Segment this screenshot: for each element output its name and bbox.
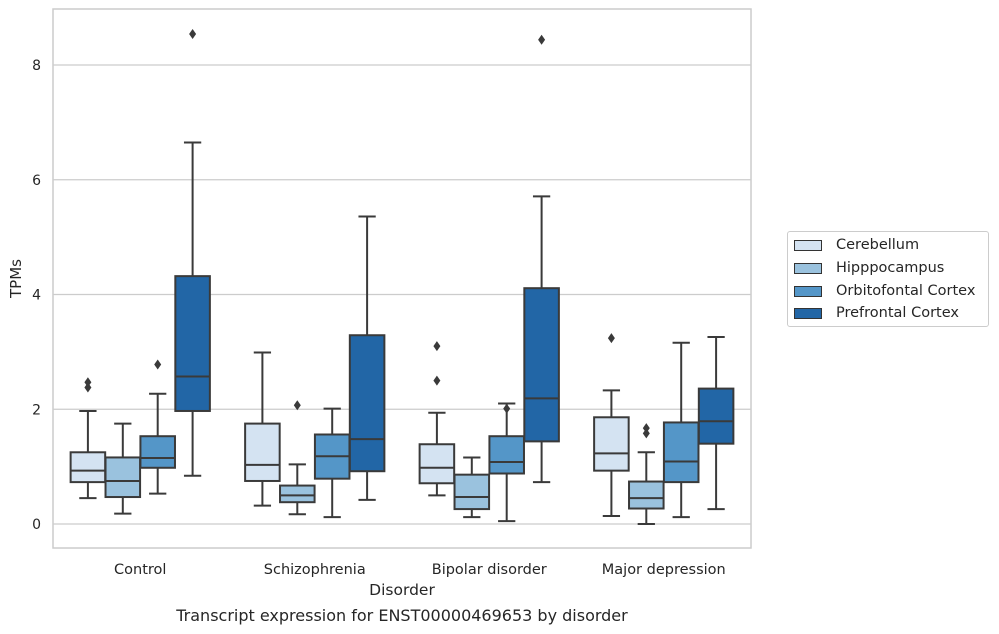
box-1-1 [279,400,316,516]
box-1-3 [348,215,386,501]
box-2-2 [488,402,525,523]
box-3-2 [662,341,700,519]
legend-item-cerebellum: Cerebellum [794,236,919,254]
box-body [453,473,491,511]
outlier-point [433,341,441,352]
box-3-0 [593,333,630,517]
legend-swatch-hippocampus [794,262,822,274]
x-axis-label: Disorder [369,581,435,599]
box-0-0 [69,377,107,500]
box-body [348,334,386,473]
outlier-point [642,423,650,434]
box-2-3 [523,34,560,484]
outlier-point [642,428,650,439]
outlier-point [189,29,197,40]
box-0-2 [139,359,176,495]
legend-item-hippocampus: Hipppocampus [794,259,944,277]
box-body [488,435,525,475]
legend-label-prefrontal: Prefrontal Cortex [836,305,959,321]
box-0-1 [104,422,142,515]
box-body [139,435,176,469]
outlier-point [538,34,546,45]
y-tick-label: 6 [32,173,41,189]
outlier-point [84,382,92,393]
legend-item-prefrontal: Prefrontal Cortex [794,304,959,322]
legend-swatch-orbitofrontal [794,285,822,297]
box-body [628,480,665,510]
outlier-point [503,403,511,414]
box-body [174,275,211,412]
box-3-1 [628,423,665,525]
box-0-3 [174,29,211,477]
y-tick-label: 0 [32,517,41,533]
y-tick-label: 2 [32,402,41,418]
box-body [279,484,316,504]
outlier-point [433,375,441,386]
legend-swatch-prefrontal [794,307,822,319]
box-3-3 [697,335,735,511]
y-tick-label: 8 [32,58,41,74]
box-1-2 [313,407,351,519]
x-tick-label: Schizophrenia [264,562,366,578]
x-tick-label: Bipolar disorder [432,562,547,578]
box-body [244,422,281,482]
chart-caption: Transcript expression for ENST0000046965… [176,606,628,625]
legend-label-orbitofrontal: Orbitofontal Cortex [836,283,976,299]
y-tick-label: 4 [32,288,41,304]
x-tick-label: Major depression [602,562,726,578]
x-tick-label: Control [114,562,166,578]
legend-label-cerebellum: Cerebellum [836,237,920,253]
box-body [418,443,456,485]
box-body [104,456,142,499]
box-2-1 [453,456,491,519]
y-axis-label: TPMs [7,259,25,299]
plot-frame [52,8,752,549]
outlier-point [84,377,92,388]
box-1-0 [244,351,281,507]
outlier-point [293,400,301,411]
legend-item-orbitofrontal: Orbitofontal Cortex [794,282,975,300]
legend: Cerebellum Hipppocampus Orbitofontal Cor… [787,231,989,327]
box-body [523,287,560,443]
legend-label-hippocampus: Hipppocampus [836,260,945,276]
box-body [662,421,700,484]
box-body [697,387,735,445]
box-body [69,451,107,484]
box-2-0 [418,341,456,497]
outlier-point [607,333,615,344]
legend-swatch-cerebellum [794,239,822,251]
box-body [593,416,630,472]
outlier-point [154,359,162,370]
